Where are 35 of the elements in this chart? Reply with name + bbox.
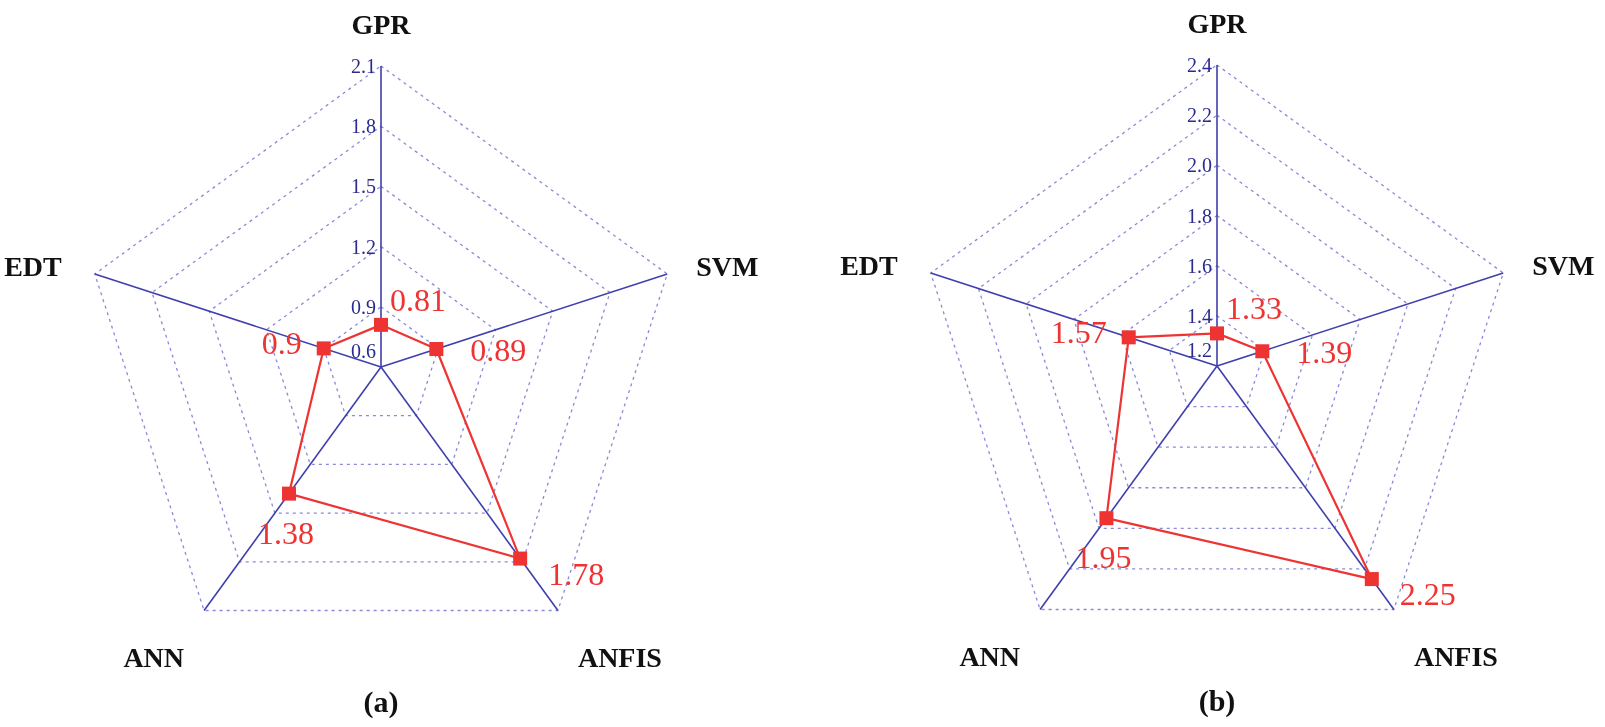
data-label: 1.78 [548,555,605,592]
spoke-label: ANFIS [1413,640,1498,672]
y-tick-label: 1.2 [1187,339,1212,361]
data-label: 1.33 [1226,290,1282,327]
text: (a) [363,685,399,719]
y-tick-label: 1.2 [351,235,376,258]
y-tick-label: 1.4 [1187,304,1212,327]
spoke-label: EDT [4,250,63,282]
y-tick-label: 1.6 [1187,254,1212,277]
spoke-label: GPR [1187,7,1248,39]
y-tick-label: 1.5 [351,175,376,198]
y-tick-label: 0.6 [351,340,376,362]
spoke-label: ANFIS [577,641,662,673]
data-label: 1.39 [1296,334,1353,371]
data-label: 1.57 [1050,314,1107,351]
y-tick-label: 1.8 [1187,204,1212,227]
y-tick-label: 2.0 [1187,154,1212,177]
y-tick-label: 2.4 [1187,54,1212,76]
data-label: 0.81 [390,281,446,318]
data-label: 2.25 [1399,576,1456,613]
data-label: 0.9 [261,325,302,362]
spoke-label: GPR [351,8,412,40]
spoke-label: EDT [840,249,899,281]
y-tick-label: 0.9 [351,295,376,318]
y-tick-label: 2.1 [351,55,376,77]
spoke-label: ANN [123,641,185,673]
data-label: 1.38 [258,514,314,551]
y-tick-label: 1.8 [351,115,376,138]
data-label: 0.89 [470,332,527,369]
spoke-label: SVM [1532,249,1595,281]
text: (b) [1198,684,1236,718]
spoke-label: SVM [696,250,759,282]
spoke-label: ANN [959,640,1021,672]
data-label: 1.95 [1075,539,1132,576]
y-tick-label: 2.2 [1187,104,1212,127]
